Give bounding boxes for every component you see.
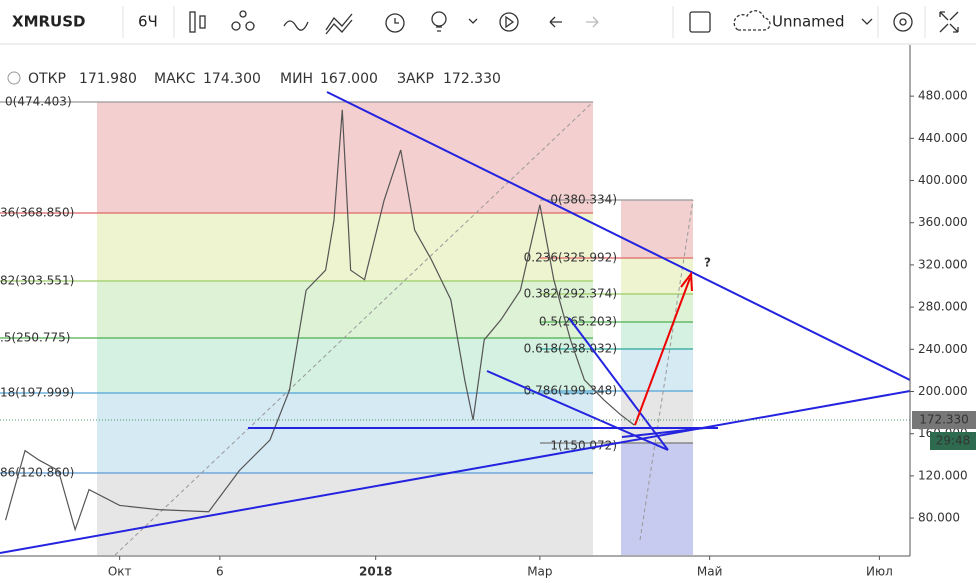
question-mark: ? — [704, 256, 711, 270]
toolbar-separators — [122, 6, 926, 38]
symbol[interactable]: XMRUSD — [12, 13, 85, 31]
y-tick-label: 480.000 — [918, 89, 968, 103]
forecast-arrow — [634, 271, 693, 426]
ohlc-label: ОТКР — [28, 71, 66, 87]
legend-icon — [7, 71, 21, 85]
ohlc-value: 167.000 — [320, 71, 378, 87]
fib-label: 0.382(292.374) — [524, 287, 617, 301]
y-tick-label: 360.000 — [918, 215, 968, 229]
ohlc-value: 174.300 — [203, 71, 261, 87]
countdown-marker — [930, 432, 976, 450]
x-tick-label: Май — [697, 565, 723, 579]
y-tick-label: 280.000 — [918, 300, 968, 314]
series-layer — [4, 109, 635, 532]
y-tick-label: 120.000 — [918, 468, 968, 482]
x-tick-label: Июл — [866, 565, 893, 579]
price-marker-text: 172.330 — [919, 413, 969, 427]
ohlc-label: МАКС — [154, 71, 196, 87]
layout-name[interactable]: Unnamed — [772, 13, 845, 31]
ohlc-legend: ОТКР 171.980 МАКС 174.300 МИН 167.000 ЗА… — [7, 71, 501, 87]
fib-label: 0.786(199.348) — [524, 384, 617, 398]
time-axis — [0, 556, 910, 583]
fib-label: 0.618(238.032) — [524, 342, 617, 356]
fib-label: 0(474.403) — [5, 95, 72, 109]
ohlc-value: 171.980 — [79, 71, 137, 87]
y-tick-label: 320.000 — [918, 257, 968, 271]
x-tick-label: Окт — [108, 565, 132, 579]
ohlc-value: 172.330 — [443, 71, 501, 87]
x-tick-label: 2018 — [359, 565, 392, 579]
y-tick-label: 400.000 — [918, 173, 968, 187]
axis-layer: 80.000120.000160.000200.000240.000280.00… — [108, 89, 968, 579]
plot-area — [0, 101, 694, 556]
ohlc-label: ЗАКР — [397, 71, 434, 87]
fib-label: 0.5(265.203) — [539, 315, 617, 329]
toolbar — [0, 0, 976, 44]
fib-label: 18(197.999) — [0, 386, 74, 400]
ohlc-label: МИН — [280, 71, 313, 87]
fib-label: 82(303.551) — [0, 274, 74, 288]
fib-label: 1(150.072) — [550, 439, 617, 453]
countdown-text: 29:48 — [936, 434, 971, 448]
fib-label: 0.236(325.992) — [524, 251, 617, 265]
y-tick-label: 240.000 — [918, 342, 968, 356]
y-tick-label: 200.000 — [918, 384, 968, 398]
fib-label: 36(368.850) — [0, 206, 74, 220]
price-line-series — [4, 109, 635, 532]
fib-label: 0(380.334) — [550, 193, 617, 207]
interval[interactable]: 6Ч — [138, 13, 158, 31]
trend-lines — [0, 91, 911, 554]
price-axis — [910, 45, 976, 583]
x-tick-label: Мар — [527, 565, 552, 579]
fib-label: 86(120.860) — [0, 466, 74, 480]
fib-label: .5(250.775) — [0, 331, 70, 345]
y-tick-label: 440.000 — [918, 131, 968, 145]
y-tick-label: 80.000 — [918, 511, 960, 525]
x-tick-label: 6 — [216, 565, 224, 579]
price-marker — [912, 411, 976, 429]
toolbar-icons[interactable] — [189, 10, 959, 35]
